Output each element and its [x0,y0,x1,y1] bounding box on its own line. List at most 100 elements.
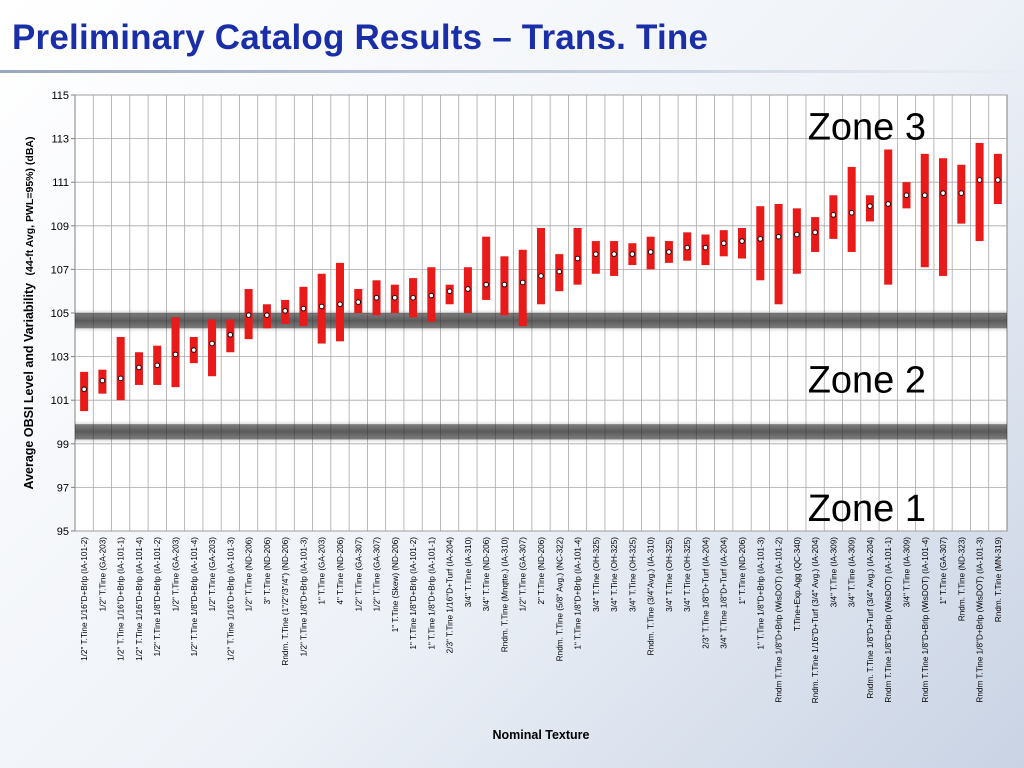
y-tick-label: 115 [51,90,69,102]
zone-labels: Zone 3 Zone 2 Zone 1 [808,107,926,531]
average-point [666,249,672,255]
average-point [757,236,764,242]
y-axis-ticks: 95 97 99 101 103 105 107 109 111 113 115 [51,90,75,538]
x-tick-label: 3/4" T.Tine (IA-309) [902,537,911,608]
y-axis-label: Average OBSI Level and Variability (44-f… [20,137,37,490]
x-tick-label: 1/2" T.Tine 1/16"D+Brlp (IA-101-4) [135,537,144,661]
x-tick-label: 3/4" T.Tine (OH-325) [628,537,637,612]
average-point [775,233,782,240]
x-tick-label: Rndm T.Tine 1/8"D+Brlp (WisDOT) (IA-101-… [775,537,784,703]
range-bar [445,284,454,305]
average-point [794,231,800,238]
y-tick-label: 113 [51,134,69,146]
x-tick-label: 1/2" T.Tine 1/16"D+Brlp (IA-101-1) [117,537,126,661]
x-tick-label: 1/2" T.Tine (ND-206) [245,537,254,612]
x-tick-label: 3/4" T.Tine 1/8"D+Turf (IA-204) [720,537,729,649]
range-bar [920,153,929,268]
range-bar [774,204,783,305]
range-bar [482,236,491,300]
range-bar [208,319,217,377]
x-tick-label: 3" T.Tine (ND-206) [263,537,272,605]
average-point [885,201,891,207]
x-tick-label: Rndm. T.Tine (MN-319) [994,537,1003,622]
title-divider [0,70,1024,73]
average-point [812,229,818,236]
x-tick-label: 1" T.Tine (GA-203) [318,537,327,605]
x-tick-label: 1/2" T.Tine 1/8"D+Brlp (IA-101-4) [190,537,199,657]
average-point [136,364,142,371]
y-tick-label: 109 [51,221,69,233]
average-point [245,312,252,318]
average-point [99,377,106,384]
x-tick-label: 2/3" T.Tine 1/8"D+Turf (IA-204) [701,537,710,649]
average-point [483,281,489,288]
average-point [611,251,617,257]
x-tick-label: 2/3" T.Tine 1/16"D+Turf (IA-204) [446,537,455,654]
threshold-band [75,424,1007,440]
average-point [264,312,270,318]
average-point [501,281,508,288]
x-tick-label: Rndm. T.Tine (ND-323) [957,537,966,621]
x-tick-label: Rndm. T.Tine (3/4"Avg.) (IA-310) [647,537,656,656]
y-tick-label: 105 [51,308,69,320]
average-point [446,288,453,294]
average-point [574,255,581,262]
range-bar [847,166,856,252]
average-point [940,190,946,196]
average-point [995,177,1001,183]
zone-label: Zone 1 [808,488,926,530]
average-point [282,308,288,314]
x-tick-label: 3/4" T.Tine (IA-310) [464,537,473,608]
average-point [976,177,983,183]
zone-label: Zone 2 [808,359,926,401]
x-tick-label: 1/2" T.Tine (GA-307) [354,537,363,612]
average-point [958,190,965,196]
x-tick-label: Rndm. T.Tine 1/16"D+Turf (3/4" Avg.) (IA… [811,537,820,703]
y-tick-label: 107 [51,264,69,276]
x-tick-label: 1/2" T.Tine (GA-203) [208,537,217,612]
range-bar [536,227,546,305]
zone-label: Zone 3 [808,107,926,149]
average-point [428,292,435,299]
slide-title: Preliminary Catalog Results – Trans. Tin… [12,18,709,57]
average-point [117,375,124,382]
x-tick-label: Rndm. T.Tine 1/8"D+Turf (3/4" Avg.) (IA-… [866,537,875,699]
average-point [392,294,398,301]
average-point [81,386,87,393]
y-tick-label: 103 [51,352,69,364]
average-point [337,301,343,308]
y-tick-label: 99 [57,439,69,451]
x-tick-label: Rndm T.Tine 1/8"D+Brlp (WisDOT) (IA-101-… [884,537,893,703]
x-tick-label: Rndm. T.Tine (Mnqtte.) (IA-310) [500,537,509,652]
average-point [720,240,727,246]
x-tick-label: Rndm T.Tine 1/8"D+Brlp (WisDOT) (IA-101-… [921,537,930,703]
x-tick-label: 1" T.Tine (Skew) (ND-206) [391,537,400,633]
x-axis-tick-labels: 1/2" T.Tine 1/16"D+Brlp (IA-101-2) 1/2" T… [80,537,1003,703]
average-point [593,251,599,257]
y-tick-label: 111 [52,177,69,189]
average-point [702,244,709,251]
x-tick-label: 3/4" T.Tine (ND-206) [482,537,491,612]
x-tick-label: Rndm. T.Tine (5/8" Avg.) (NC-322) [555,537,564,662]
x-tick-label: 1" T.Tine (ND-206) [738,537,747,605]
x-tick-label: Rndm. T.Tine (1"/2"/3"/4") (ND-206) [281,537,290,666]
x-tick-label: 3/4" T.Tine (OH-325) [592,537,601,612]
range-bar [884,149,893,285]
x-tick-label: Rndm T.Tine 1/8"D+Brlp (WisDOT) (IA-101-… [976,537,985,703]
average-point [830,212,837,218]
average-point [154,362,160,369]
x-tick-label: 1" T.Tine 1/8"D+Brlp (IA-101-3) [756,537,765,650]
average-point [410,294,416,301]
x-tick-label: T.Tine+Exp.Agg (QC-340) [793,537,802,631]
x-tick-label: 3/4" T.Tine (OH-325) [665,537,674,612]
x-tick-label: 1/2" T.Tine 1/16"D+Brlp (IA-101-3) [226,537,235,661]
average-point [355,299,362,305]
x-tick-label: 1/2" T.Tine (GA-203) [172,537,181,612]
average-point [684,244,690,251]
threshold-band [75,313,1007,329]
range-bar [792,208,801,274]
x-tick-label: 3/4" T.Tine (IA-309) [829,537,838,608]
y-tick-label: 101 [51,395,69,407]
x-tick-label: 1" T.Tine (GA-307) [939,537,948,605]
